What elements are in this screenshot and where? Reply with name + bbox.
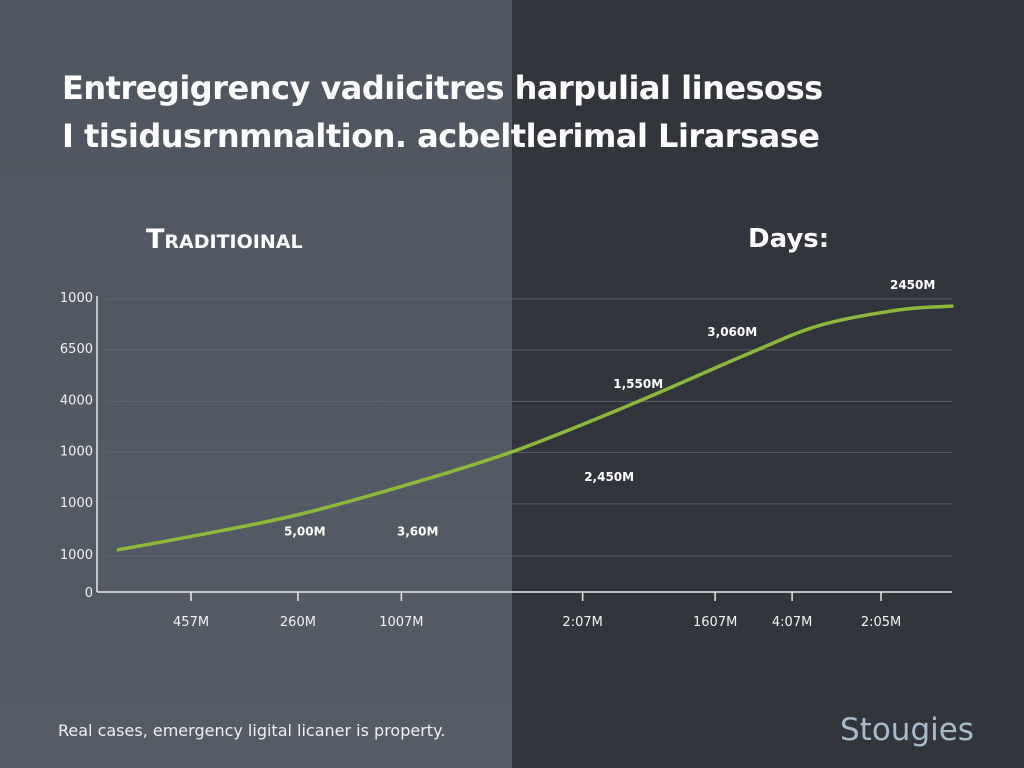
- x-tick-label: 260M: [280, 615, 316, 630]
- panel-label-traditional: Traditioinal: [146, 224, 303, 255]
- brand-logo-text: Stougies: [840, 712, 974, 748]
- y-tick-label: 4000: [60, 393, 93, 408]
- x-tick-label: 4:07M: [772, 615, 812, 630]
- data-label: 2,450M: [584, 470, 634, 484]
- left-panel-background: [0, 0, 512, 768]
- x-tick-label: 457M: [173, 615, 209, 630]
- data-label: 3,60M: [397, 525, 439, 539]
- y-tick-label: 6500: [60, 342, 93, 357]
- data-label: 1,550M: [613, 377, 663, 391]
- x-tick-label: 2:07M: [562, 615, 602, 630]
- data-label: 2450M: [890, 278, 935, 292]
- x-tick-label: 1607M: [693, 615, 737, 630]
- title-line-2: I tisidusrnmnaltion. acbeltlerimal Lirar…: [62, 117, 820, 155]
- footnote: Real cases, emergency ligital licaner is…: [58, 721, 446, 740]
- panel-label-days: Days:: [748, 224, 830, 254]
- x-tick-label: 1007M: [379, 615, 423, 630]
- y-tick-label: 1000: [60, 444, 93, 459]
- data-label: 5,00M: [284, 525, 326, 539]
- chart-title: Entregigrency vadıicitres harpulial line…: [62, 64, 823, 160]
- series-line: [116, 304, 954, 552]
- y-tick-label: 1000: [60, 496, 93, 511]
- y-tick-label: 1000: [60, 291, 93, 306]
- right-panel-background: [512, 0, 1024, 768]
- y-tick-label: 0: [85, 586, 93, 601]
- data-label: 3,060M: [707, 325, 757, 339]
- x-tick-label: 2:05M: [861, 615, 901, 630]
- title-line-1: Entregigrency vadıicitres harpulial line…: [62, 69, 823, 107]
- y-tick-label: 1000: [60, 548, 93, 563]
